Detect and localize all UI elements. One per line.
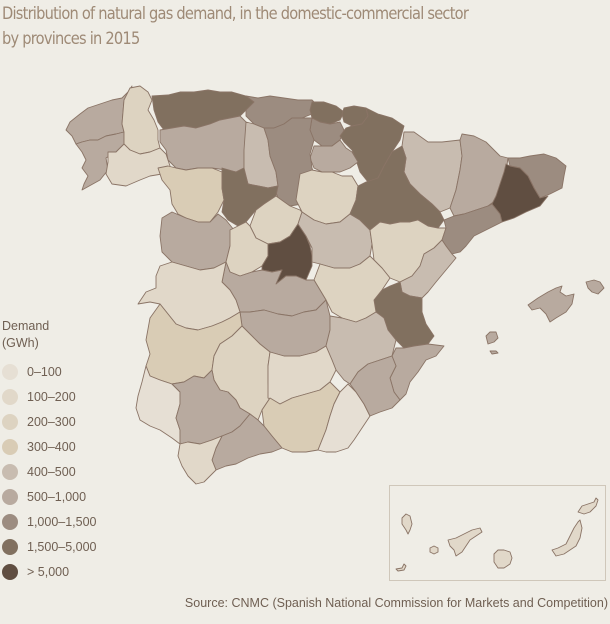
province-zamora xyxy=(157,165,225,223)
legend-label: 500–1,000 xyxy=(27,489,87,504)
island-tenerife xyxy=(447,527,483,557)
island-ibiza xyxy=(485,331,499,345)
legend-swatch-1000-1500 xyxy=(2,513,18,530)
canary-islands-inset-frame xyxy=(389,485,606,581)
legend-label: 100–200 xyxy=(27,389,76,404)
island-el-hierro xyxy=(395,563,407,572)
island-la-palma xyxy=(401,513,413,535)
legend-item: > 5,000 xyxy=(2,559,97,584)
legend-title-line2: (GWh) xyxy=(2,336,39,350)
island-fuerteventura xyxy=(551,519,583,557)
legend-swatch-300-400 xyxy=(2,438,18,455)
province-vizcaya xyxy=(309,101,345,125)
chart-title-line1: Distribution of natural gas demand, in t… xyxy=(2,4,469,24)
province-navarra xyxy=(339,107,405,183)
chart-title-line2: by provinces in 2015 xyxy=(2,29,140,49)
province-la-rioja xyxy=(309,139,359,173)
island-mallorca xyxy=(527,285,575,323)
legend-label: 400–500 xyxy=(27,464,76,479)
island-formentera xyxy=(489,350,499,355)
legend-swatch-200-300 xyxy=(2,413,18,430)
legend-swatch-100-200 xyxy=(2,388,18,405)
legend-swatch-400-500 xyxy=(2,463,18,480)
legend-swatch-1500-5000 xyxy=(2,538,18,555)
legend-swatch-500-1000 xyxy=(2,488,18,505)
legend-item: 1,000–1,500 xyxy=(2,509,97,534)
province-barcelona xyxy=(491,163,549,223)
legend-title-line1: Demand xyxy=(2,319,50,333)
province-cadiz xyxy=(177,435,223,485)
province-murcia xyxy=(349,355,401,417)
legend-label: 1,000–1,500 xyxy=(27,514,97,529)
legend-title: Demand (GWh) xyxy=(2,318,97,352)
legend-item: 500–1,000 xyxy=(2,484,97,509)
legend-label: 300–400 xyxy=(27,439,76,454)
legend: Demand (GWh) 0–100 100–200 200–300 300–4… xyxy=(2,318,97,584)
legend-swatch-over-5000 xyxy=(2,563,18,580)
legend-label: > 5,000 xyxy=(27,564,70,579)
legend-item: 1,500–5,000 xyxy=(2,534,97,559)
province-tarragona xyxy=(441,203,503,255)
province-ourense xyxy=(105,143,171,187)
province-albacete xyxy=(325,311,397,385)
legend-swatch-0-100 xyxy=(2,363,18,380)
island-la-gomera xyxy=(429,545,439,555)
province-pontevedra xyxy=(75,131,125,191)
legend-label: 200–300 xyxy=(27,414,76,429)
source-note: Source: CNMC (Spanish National Commissio… xyxy=(184,596,608,610)
legend-item: 100–200 xyxy=(2,384,97,409)
legend-label: 0–100 xyxy=(27,364,62,379)
province-alicante xyxy=(389,343,445,401)
legend-item: 400–500 xyxy=(2,459,97,484)
legend-item: 200–300 xyxy=(2,409,97,434)
island-gran-canaria xyxy=(493,549,513,569)
legend-label: 1,500–5,000 xyxy=(27,539,97,554)
island-menorca xyxy=(585,279,605,295)
legend-item: 0–100 xyxy=(2,359,97,384)
island-lanzarote xyxy=(577,497,599,515)
legend-item: 300–400 xyxy=(2,434,97,459)
chart-title: Distribution of natural gas demand, in t… xyxy=(2,2,469,52)
